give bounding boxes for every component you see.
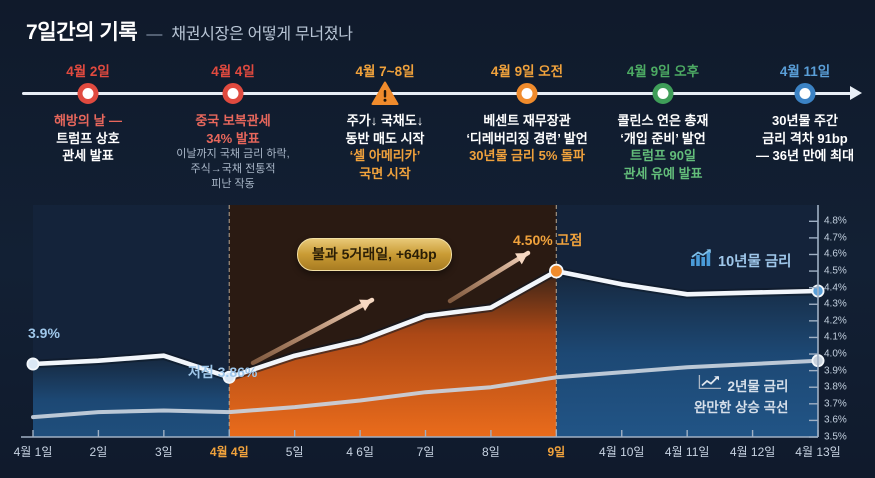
timeline-event-line: 콜린스 연은 총재 bbox=[617, 113, 709, 128]
y-axis-label: 4.7% bbox=[824, 232, 847, 244]
x-axis-label: 2일 bbox=[89, 445, 108, 459]
timeline-event-line: 30년물 금리 5% 돌파 bbox=[469, 148, 585, 164]
timeline-event-line: 국면 시작 bbox=[359, 165, 411, 181]
y-axis-label: 4.5% bbox=[824, 265, 847, 277]
y-axis-label: 4.2% bbox=[824, 315, 847, 327]
timeline-event-date: 4월 7~8일 bbox=[355, 64, 415, 79]
y-axis-label: 3.5% bbox=[824, 431, 847, 443]
bar-chart-up-icon bbox=[690, 249, 712, 272]
title-main: 7일간의 기록 bbox=[26, 21, 138, 44]
timeline-event-date: 4월 9일 오전 bbox=[490, 64, 564, 79]
y-axis-label: 3.9% bbox=[824, 365, 847, 377]
marker-start bbox=[26, 357, 40, 371]
x-axis-label: 4 6일 bbox=[346, 445, 374, 459]
timeline-event-line: 주식→국채 전통적 bbox=[190, 162, 276, 175]
y-axis-label: 4.6% bbox=[824, 248, 847, 260]
x-axis-label: 5일 bbox=[285, 445, 304, 459]
title-dash: — bbox=[146, 26, 163, 43]
timeline-event-line: — 36년 만에 최대 bbox=[755, 148, 855, 164]
x-axis-label: 3일 bbox=[154, 445, 173, 459]
timeline-event-line: 트럼프 상호 bbox=[56, 130, 120, 146]
x-axis-label: 4월 4일 bbox=[209, 445, 249, 459]
y-axis-label: 4.1% bbox=[824, 331, 847, 343]
y-axis-label: 3.7% bbox=[824, 398, 847, 410]
two-year-line bbox=[31, 358, 820, 420]
timeline-event-marker bbox=[794, 83, 816, 104]
timeline-event-marker bbox=[652, 83, 674, 104]
x-axis-label: 8일 bbox=[482, 445, 500, 459]
timeline-event-line: 피난 작동 bbox=[211, 177, 255, 190]
x-axis-label: 4월 11일 bbox=[664, 445, 710, 459]
timeline-event-line: 동반 매도 시작 bbox=[345, 130, 425, 146]
timeline-event-line: 관세 유예 발표 bbox=[623, 165, 703, 181]
x-axis-label: 4월 12일 bbox=[729, 445, 776, 459]
timeline-event-marker bbox=[516, 83, 538, 104]
timeline-event-date: 4월 2일 bbox=[66, 64, 110, 79]
line-chart-up-icon bbox=[698, 374, 722, 395]
area-calm-after bbox=[556, 271, 818, 437]
trend-arrow-2 bbox=[447, 250, 531, 304]
timeline-event-line: ‘디레버리징 경련’ 발언 bbox=[466, 130, 588, 146]
timeline-event-line: 주가↓ 국채도↓ bbox=[346, 113, 424, 128]
low-value-label: 저점 3.86% bbox=[188, 364, 258, 380]
x-axis-label: 7일 bbox=[416, 445, 435, 459]
y-axis-label: 3.6% bbox=[824, 414, 847, 426]
x-axis-label: 9일 bbox=[547, 445, 566, 459]
page-title: 7일간의 기록 — 채권시장은 어떻게 무너졌나 bbox=[26, 16, 353, 46]
timeline-event-line: 이날까지 국채 금리 하락, bbox=[176, 148, 290, 161]
timeline-event-marker bbox=[77, 83, 99, 104]
timeline-event-line: ‘셀 아메리카’ bbox=[349, 148, 421, 164]
timeline-event-line: 관세 발표 bbox=[62, 148, 114, 164]
legend-two-year: 2년물 금리 완만한 상승 곡선 bbox=[694, 374, 788, 416]
y-axis-label: 4.8% bbox=[824, 215, 847, 227]
marker-low bbox=[222, 370, 236, 384]
legend-two-year-label: 2년물 금리 bbox=[727, 378, 789, 394]
timeline-event-marker bbox=[222, 83, 244, 104]
timeline-event-line: 34% 발표 bbox=[206, 130, 260, 146]
ten-year-line bbox=[30, 268, 821, 380]
timeline-arrow-icon bbox=[850, 86, 862, 100]
x-axis-label: 4월 1일 bbox=[13, 445, 53, 459]
x-axis-label: 4월 10일 bbox=[599, 445, 645, 459]
area-calm-before bbox=[33, 355, 230, 437]
legend-ten-year-label: 10년물 금리 bbox=[718, 254, 792, 270]
y-axis-label: 3.8% bbox=[824, 381, 847, 393]
timeline-event-date: 4월 9일 오후 bbox=[626, 64, 700, 79]
surge-badge: 불과 5거래일, +64bp bbox=[297, 238, 452, 271]
timeline-axis bbox=[22, 92, 852, 95]
timeline-event-line: ‘개입 준비’ 발언 bbox=[620, 130, 706, 146]
timeline-event-line: 트럼프 90일 bbox=[630, 148, 696, 164]
y-axis-label: 4.0% bbox=[824, 348, 847, 360]
x-axis-label: 4월 13일 bbox=[795, 445, 841, 459]
timeline-event-line: 30년물 주간 bbox=[772, 113, 838, 128]
timeline-event-date: 4월 11일 bbox=[779, 64, 831, 79]
timeline-event-body: 주가↓ 국채도↓ 동반 매도 시작 ‘셀 아메리카’ 국면 시작 bbox=[346, 112, 425, 182]
legend-two-year-sublabel: 완만한 상승 곡선 bbox=[694, 400, 789, 415]
timeline-event-line: 베센트 재무장관 bbox=[483, 113, 571, 128]
rates-chart bbox=[21, 205, 825, 438]
timeline-event-body: 베센트 재무장관 ‘디레버리징 경련’ 발언 30년물 금리 5% 돌파 bbox=[466, 112, 587, 165]
timeline-event-line: 해방의 날 — bbox=[53, 113, 123, 128]
y-axis-label: 4.3% bbox=[824, 298, 847, 310]
warning-triangle-icon bbox=[371, 81, 399, 106]
timeline-event-date: 4월 4일 bbox=[211, 64, 255, 79]
start-value-label: 3.9% bbox=[28, 325, 60, 341]
marker-peak bbox=[549, 263, 564, 279]
trend-arrow-1 bbox=[250, 297, 375, 366]
timeline-event-line: 금리 격차 91bp bbox=[762, 130, 848, 146]
y-axis-label: 4.4% bbox=[824, 282, 847, 294]
legend-ten-year: 10년물 금리 bbox=[690, 249, 792, 272]
timeline-event-line: 중국 보복관세 bbox=[195, 113, 271, 128]
title-subtitle: 채권시장은 어떻게 무너졌나 bbox=[171, 26, 353, 43]
peak-value-label: 4.50% 고점 bbox=[513, 232, 583, 248]
